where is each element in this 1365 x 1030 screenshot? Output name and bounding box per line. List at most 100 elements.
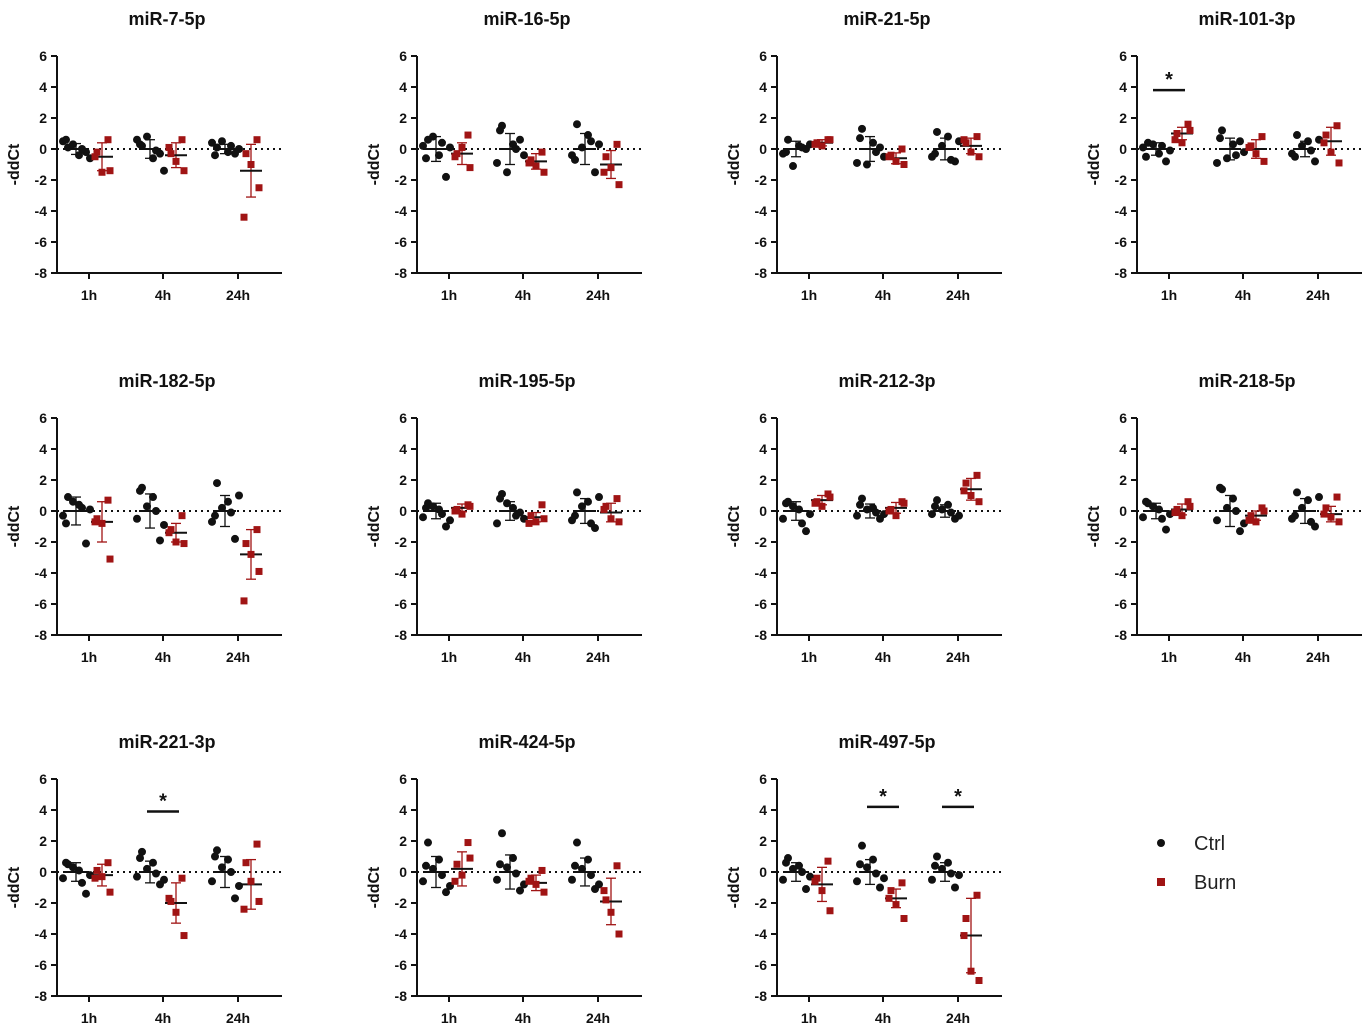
y-tick-label: 2 [759, 472, 767, 488]
ctrl-point [231, 534, 239, 543]
y-tick-label: 4 [399, 79, 407, 95]
ctrl-point [1304, 496, 1312, 505]
panel-title: miR-212-3p [838, 371, 935, 391]
burn-point [458, 871, 466, 879]
ctrl-point [944, 132, 952, 141]
ctrl-point [235, 491, 243, 500]
x-tick-label: 24h [586, 1010, 610, 1026]
ctrl-point [931, 149, 939, 158]
y-tick-label: -6 [35, 957, 48, 973]
ctrl-point [1298, 141, 1306, 150]
burn-point [615, 518, 623, 526]
x-tick-label: 4h [515, 649, 531, 665]
ctrl-point [1229, 494, 1237, 503]
ctrl-point [869, 138, 877, 147]
y-axis-label: -ddCt [366, 143, 383, 185]
burn-point [93, 866, 101, 874]
ctrl-point [1158, 514, 1166, 523]
legend: Ctrl Burn [1157, 833, 1236, 894]
burn-point [818, 502, 826, 510]
burn-point [892, 157, 900, 165]
ctrl-point [795, 861, 803, 870]
y-tick-label: -4 [395, 926, 408, 942]
y-tick-label: 2 [1119, 110, 1127, 126]
burn-point [98, 519, 106, 527]
panel-mir-16-5p: miR-16-5p -ddCt -8 -6 -4 -2 0 2 4 6 1h 4h 24h [366, 9, 642, 303]
ctrl-point [512, 145, 520, 153]
ctrl-point [578, 143, 586, 152]
ctrl-point [429, 502, 437, 511]
y-tick-label: -8 [395, 988, 408, 1004]
burn-point [1260, 157, 1268, 165]
x-tick-label: 4h [155, 287, 171, 303]
x-tick-label: 4h [155, 649, 171, 665]
y-tick-label: -6 [755, 234, 768, 250]
burn-point [540, 888, 548, 896]
ctrl-point [503, 168, 511, 177]
burn-point [818, 887, 826, 895]
ctrl-point [853, 158, 861, 167]
burn-point [1186, 126, 1194, 134]
ctrl-point [231, 894, 239, 903]
ctrl-point [64, 493, 72, 502]
ctrl-point [213, 479, 221, 488]
ctrl-point [595, 140, 603, 149]
y-tick-label: -6 [35, 234, 48, 250]
y-axis-label: -ddCt [6, 866, 23, 908]
ctrl-point [512, 869, 520, 878]
ctrl-point [1213, 516, 1221, 525]
ctrl-point [149, 858, 157, 867]
x-tick-label: 24h [946, 649, 970, 665]
burn-point [1258, 133, 1266, 141]
y-tick-label: 6 [399, 410, 407, 426]
ctrl-point [568, 875, 576, 884]
burn-point [540, 168, 548, 176]
ctrl-point [160, 520, 168, 529]
burn-point [1173, 130, 1181, 137]
burn-point [104, 136, 112, 144]
burn-point [1171, 509, 1179, 517]
x-tick-label: 1h [1161, 649, 1177, 665]
ctrl-point [211, 511, 219, 520]
ctrl-point [798, 519, 806, 528]
y-tick-label: 4 [399, 802, 407, 818]
burn-point [826, 136, 834, 144]
y-tick-label: 4 [759, 802, 767, 818]
ctrl-point [789, 502, 797, 511]
burn-point [975, 498, 983, 506]
ctrl-point [512, 511, 520, 520]
ctrl-point [938, 864, 946, 873]
y-tick-label: -2 [1115, 534, 1128, 550]
ctrl-point [584, 497, 592, 506]
burn-point [962, 479, 970, 487]
ctrl-point [69, 863, 77, 872]
burn-point [1320, 510, 1328, 518]
burn-point [602, 153, 610, 161]
y-tick-label: -8 [755, 988, 768, 1004]
burn-point [240, 905, 248, 913]
burn-point [532, 518, 540, 526]
ctrl-point [872, 869, 880, 878]
ctrl-point [931, 861, 939, 870]
burn-point [600, 168, 608, 176]
burn-point [818, 142, 826, 150]
ctrl-point [218, 503, 226, 512]
burn-point [165, 529, 173, 537]
y-tick-label: 0 [399, 864, 407, 880]
x-tick-label: 1h [1161, 287, 1177, 303]
y-tick-label: 0 [39, 864, 47, 880]
x-tick-label: 1h [441, 287, 457, 303]
ctrl-point [69, 140, 77, 149]
burn-point [1252, 518, 1260, 526]
panel-title: miR-21-5p [843, 9, 930, 29]
ctrl-point [516, 135, 524, 144]
ctrl-point [213, 846, 221, 855]
y-tick-label: 0 [39, 503, 47, 519]
ctrl-point [1315, 493, 1323, 502]
y-tick-label: -4 [1115, 565, 1128, 581]
ctrl-point [1293, 131, 1301, 140]
ctrl-point [789, 162, 797, 171]
y-tick-label: -2 [1115, 172, 1128, 188]
burn-point [1184, 120, 1192, 128]
burn-point [900, 915, 908, 922]
